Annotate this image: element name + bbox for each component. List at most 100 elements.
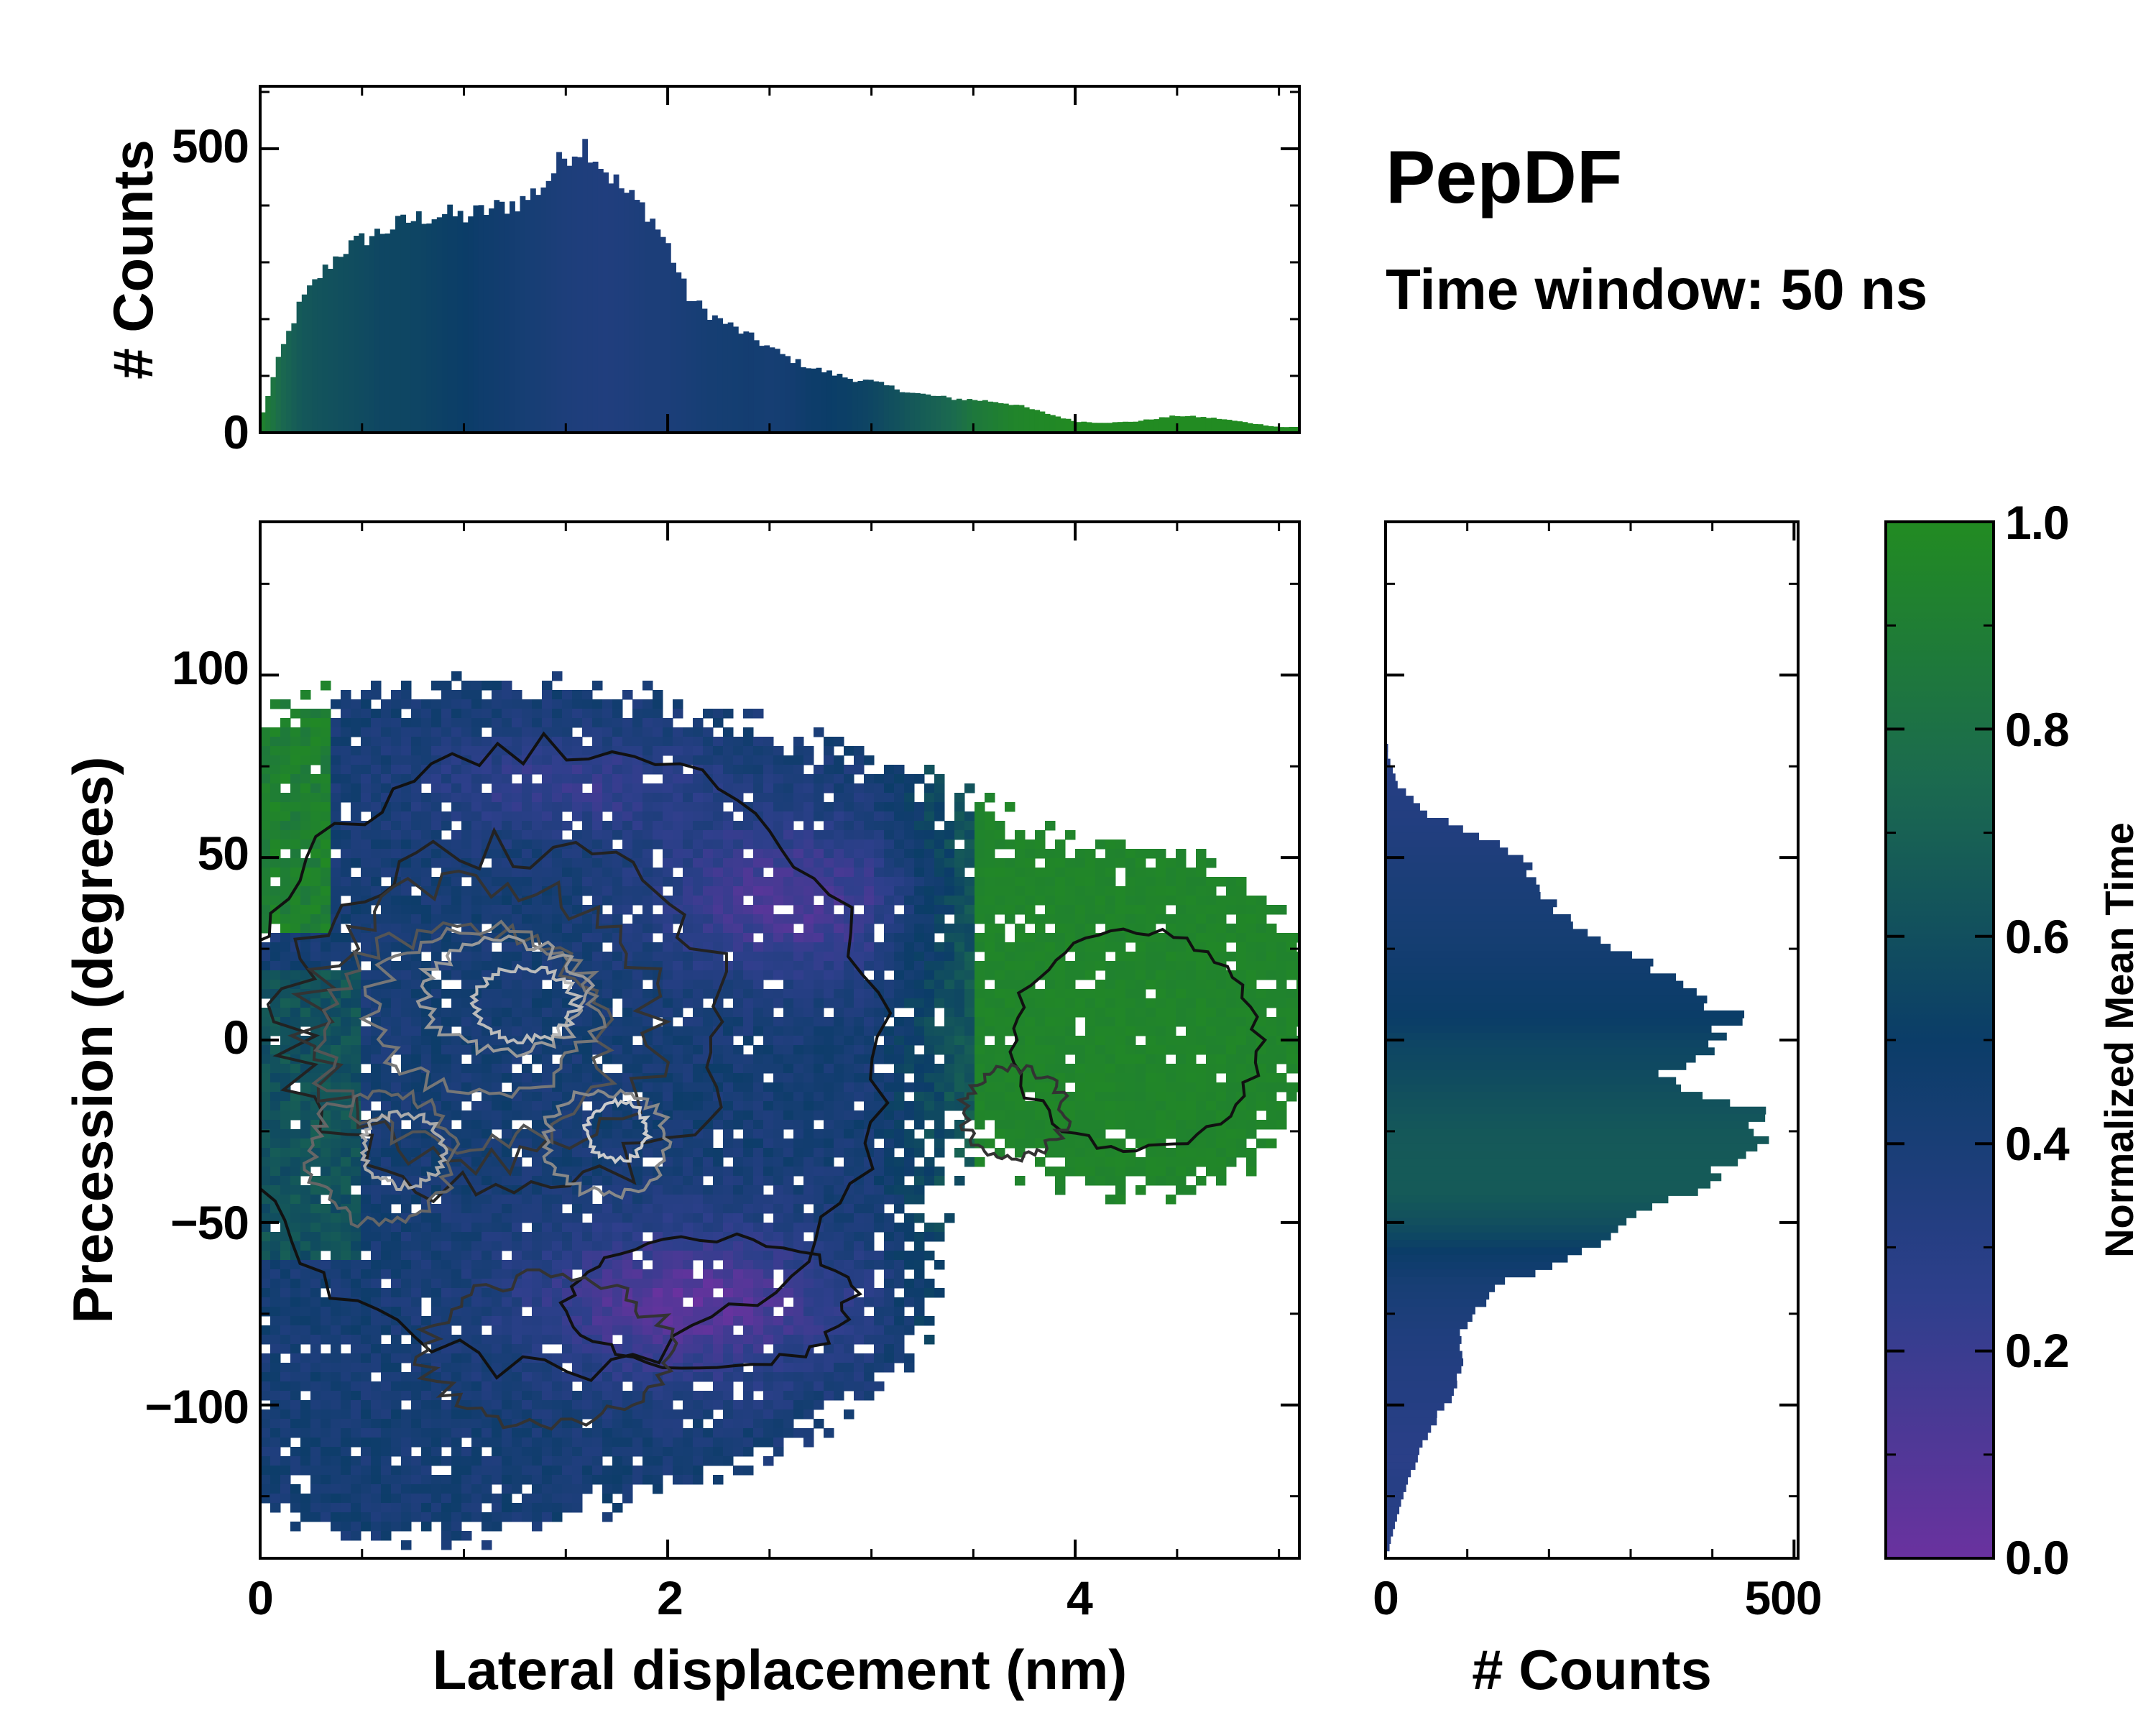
heatmap-cell — [612, 1204, 623, 1214]
top-histogram-bar — [1226, 420, 1233, 433]
heatmap-cell — [743, 1026, 754, 1036]
heatmap-cell — [441, 840, 452, 850]
heatmap-cell — [1045, 896, 1056, 906]
heatmap-cell — [663, 980, 673, 990]
heatmap-cell — [1236, 1120, 1247, 1130]
heatmap-cell — [411, 1073, 422, 1083]
heatmap-cell — [451, 1045, 462, 1055]
heatmap-cell — [844, 989, 854, 999]
heatmap-cell — [985, 840, 995, 850]
heatmap-cell — [612, 858, 623, 868]
top-histogram-bar — [1237, 421, 1243, 433]
heatmap-cell — [471, 1129, 482, 1139]
heatmap-cell — [401, 681, 412, 691]
heatmap-cell — [753, 802, 764, 812]
heatmap-cell — [431, 793, 442, 803]
heatmap-cell — [995, 1073, 1005, 1083]
heatmap-cell — [391, 1223, 402, 1233]
heatmap-cell — [854, 924, 865, 934]
heatmap-cell — [924, 1223, 935, 1233]
heatmap-cell — [783, 886, 794, 896]
heatmap-cell — [502, 699, 512, 709]
heatmap-cell — [864, 868, 875, 878]
heatmap-cell — [1115, 849, 1126, 859]
heatmap-cell — [693, 830, 704, 840]
top-histogram-bar — [624, 193, 630, 433]
heatmap-cell — [894, 802, 905, 812]
heatmap-cell — [683, 1101, 694, 1111]
heatmap-cell — [361, 868, 372, 878]
heatmap-cell — [482, 699, 492, 709]
heatmap-cell — [341, 1176, 351, 1186]
heatmap-cell — [1025, 896, 1036, 906]
heatmap-cell — [975, 1110, 985, 1121]
heatmap-cell — [270, 1110, 281, 1121]
heatmap-cell — [260, 1008, 271, 1018]
heatmap-cell — [954, 970, 965, 980]
heatmap-cell — [622, 998, 633, 1008]
heatmap-cell — [582, 1073, 593, 1083]
heatmap-cell — [1166, 942, 1176, 952]
heatmap-cell — [824, 1045, 834, 1055]
top-histogram-bar — [743, 331, 750, 433]
heatmap-cell — [985, 849, 995, 859]
heatmap-cell — [542, 914, 553, 924]
heatmap-cell — [1166, 1167, 1176, 1177]
heatmap-cell — [341, 1138, 351, 1149]
heatmap-cell — [864, 952, 875, 962]
heatmap-cell — [985, 998, 995, 1008]
heatmap-cell — [773, 942, 784, 952]
heatmap-cell — [1226, 1008, 1237, 1018]
heatmap-cell — [914, 821, 925, 831]
heatmap-cell — [1226, 1092, 1237, 1102]
heatmap-cell — [642, 849, 653, 859]
heatmap-cell — [1065, 1101, 1076, 1111]
heatmap-cell — [592, 952, 603, 962]
heatmap-cell — [1266, 1138, 1277, 1149]
heatmap-cell — [844, 1120, 854, 1130]
heatmap-cell — [914, 849, 925, 859]
heatmap-cell — [622, 737, 633, 747]
heatmap-cell — [1196, 868, 1207, 878]
heatmap-cell — [884, 905, 895, 915]
heatmap-cell — [914, 896, 925, 906]
heatmap-cell — [411, 1138, 422, 1149]
heatmap-cell — [331, 1148, 341, 1158]
heatmap-cell — [502, 1129, 512, 1139]
heatmap-cell — [1025, 1045, 1036, 1055]
heatmap-cell — [834, 849, 844, 859]
heatmap-cell — [713, 849, 724, 859]
heatmap-cell — [1065, 1064, 1076, 1074]
heatmap-cell — [602, 1204, 613, 1214]
heatmap-cell — [743, 830, 754, 840]
heatmap-cell — [1166, 970, 1176, 980]
top-histogram-bar — [738, 334, 744, 433]
heatmap-cell — [270, 1073, 281, 1083]
heatmap-cell — [381, 1195, 392, 1205]
heatmap-cell — [713, 924, 724, 934]
heatmap-cell — [300, 1241, 311, 1251]
top-histogram-bar — [473, 205, 479, 433]
heatmap-cell — [622, 755, 633, 765]
heatmap-cell — [733, 1213, 744, 1223]
heatmap-cell — [1075, 1073, 1086, 1083]
heatmap-cell — [411, 811, 422, 822]
heatmap-cell — [461, 980, 472, 990]
heatmap-cell — [310, 924, 321, 934]
heatmap-cell — [1045, 1036, 1056, 1046]
heatmap-cell — [944, 858, 955, 868]
heatmap-cell — [622, 877, 633, 887]
heatmap-cell — [743, 746, 754, 756]
heatmap-cell — [290, 1110, 301, 1121]
heatmap-cell — [461, 1138, 472, 1149]
heatmap-cell — [844, 886, 854, 896]
heatmap-cell — [713, 1167, 724, 1177]
heatmap-cell — [954, 1026, 965, 1036]
heatmap-cell — [260, 1064, 271, 1074]
heatmap-cell — [1115, 1157, 1126, 1167]
heatmap-cell — [954, 924, 965, 934]
heatmap-cell — [884, 802, 895, 812]
heatmap-cell — [1085, 924, 1096, 934]
heatmap-cell — [1186, 1185, 1197, 1195]
heatmap-cell — [321, 942, 331, 952]
